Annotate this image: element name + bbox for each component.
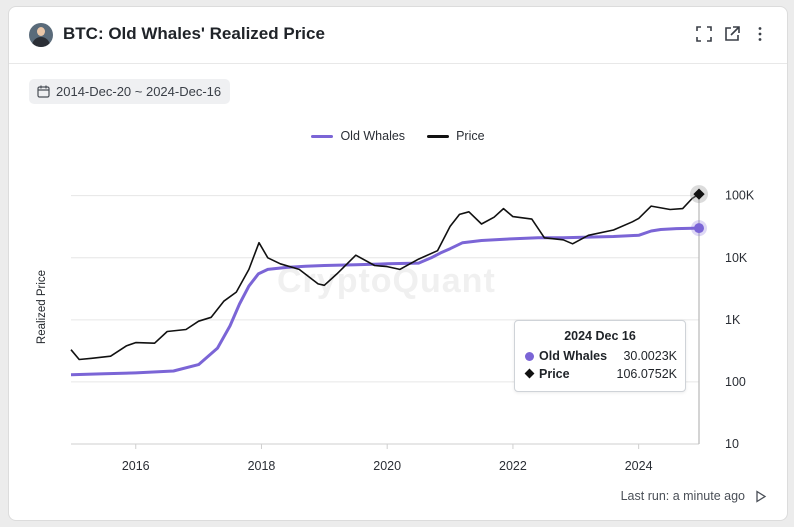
chart-plot: 100K 10K 1K 100 10 2016 2018 2020 2022 2024 <box>70 185 755 473</box>
y-tick-label: 100 <box>725 375 746 389</box>
tooltip-value: 30.0023K <box>623 349 677 363</box>
legend-label-old-whales: Old Whales <box>340 129 406 143</box>
chart-tooltip: 2024 Dec 16 Old Whales 30.0023K Price 10… <box>514 320 686 392</box>
y-tick-label: 10K <box>725 251 748 265</box>
y-tick-label: 1K <box>725 313 741 327</box>
legend-swatch-old-whales <box>311 134 334 138</box>
last-run-text: Last run: a minute ago <box>620 489 745 503</box>
tooltip-date: 2024 Dec 16 <box>564 329 636 343</box>
tooltip-label: Price <box>539 367 570 381</box>
expand-icon[interactable] <box>695 25 713 43</box>
x-tick-label: 2024 <box>625 459 653 473</box>
x-tick-label: 2020 <box>373 459 401 473</box>
legend-label-price: Price <box>456 129 485 143</box>
tooltip-diamond-icon <box>524 368 535 379</box>
date-range-picker[interactable]: 2014-Dec-20 ~ 2024-Dec-16 <box>29 79 231 104</box>
date-range-text: 2014-Dec-20 ~ 2024-Dec-16 <box>56 84 222 99</box>
tooltip-value: 106.0752K <box>616 367 677 381</box>
legend-item-old-whales[interactable]: Old Whales <box>311 129 405 143</box>
x-tick-label: 2016 <box>122 459 150 473</box>
footer: Last run: a minute ago <box>621 489 767 503</box>
marker-price <box>693 188 705 200</box>
play-icon[interactable] <box>755 489 767 503</box>
series-line-price <box>70 193 700 361</box>
calendar-icon <box>37 85 50 98</box>
tooltip-row-price: Price 106.0752K <box>524 367 677 383</box>
chart-card: BTC: Old Whales' Realized Price 2014-Dec… <box>8 6 788 521</box>
tooltip-row-old-whales: Old Whales 30.0023K <box>525 349 677 365</box>
tooltip-dot-icon <box>525 352 534 361</box>
x-tick-label: 2022 <box>499 459 527 473</box>
page-title: BTC: Old Whales' Realized Price <box>63 24 325 43</box>
series-line-old-whales <box>70 226 700 377</box>
external-link-icon[interactable] <box>723 25 741 43</box>
marker-old-whales <box>694 223 704 234</box>
y-tick-label: 100K <box>725 189 755 203</box>
tooltip-label: Old Whales <box>539 349 608 363</box>
legend-item-price[interactable]: Price <box>427 129 485 143</box>
x-tick-label: 2018 <box>248 459 276 473</box>
avatar <box>29 23 53 47</box>
card-header: BTC: Old Whales' Realized Price <box>9 7 787 64</box>
chart-legend: Old Whales Price <box>9 129 787 143</box>
more-icon[interactable] <box>751 25 769 43</box>
y-tick-label: 10 <box>725 437 739 451</box>
legend-swatch-price <box>427 134 450 138</box>
